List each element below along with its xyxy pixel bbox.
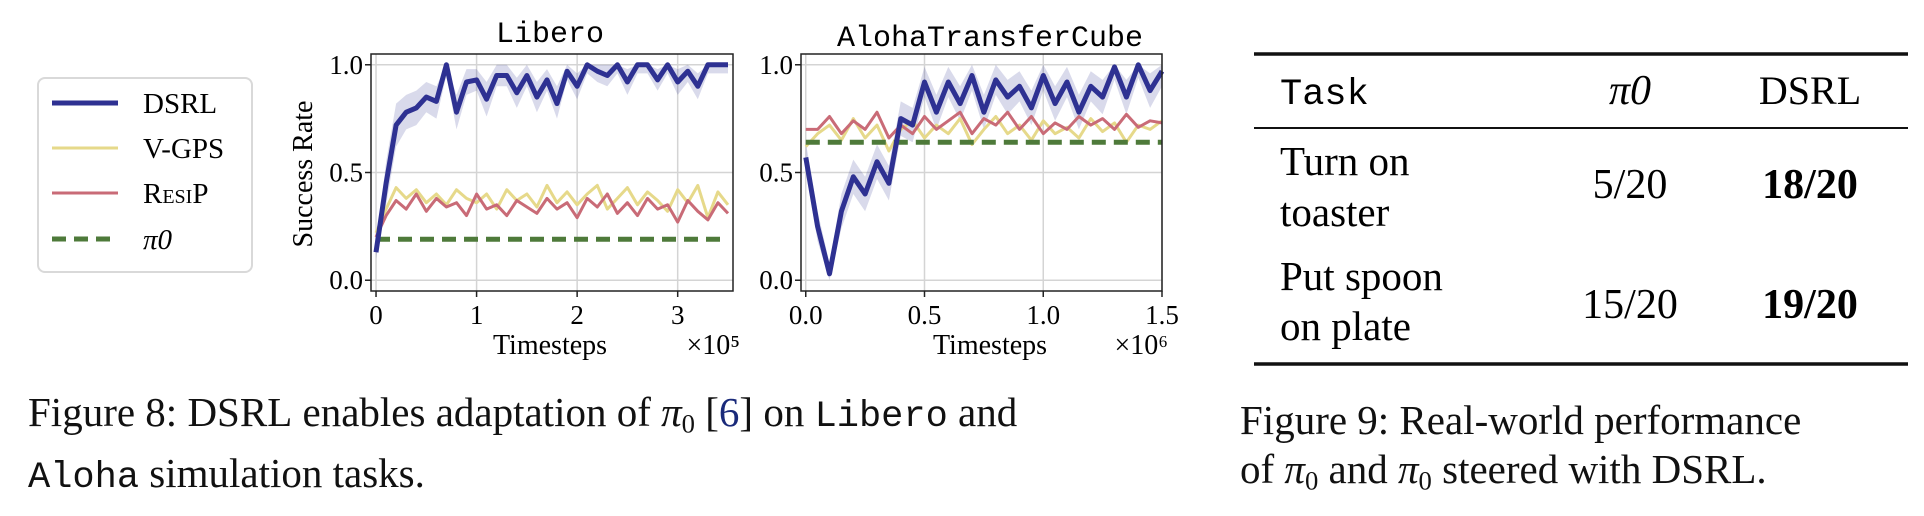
table-cell-task-line1: Turn on: [1280, 138, 1410, 184]
figure-9-method: DSRL: [1651, 446, 1757, 492]
y-axis-label: Success Rate: [288, 101, 319, 248]
x-tick-label: 2: [570, 300, 584, 330]
table-cell-dsrl: 18/20: [1762, 162, 1858, 208]
x-axis-multiplier: ×10⁵: [686, 330, 740, 361]
x-tick-label: 0.5: [908, 300, 942, 330]
figure-9-of: of: [1240, 446, 1275, 492]
table-cell-task-line2: on plate: [1280, 303, 1411, 349]
y-tick-label: 0.0: [759, 265, 793, 295]
table-row: Turn on toaster 5/20 18/20: [1280, 138, 1858, 235]
figure-9-pi-a: π: [1284, 446, 1305, 492]
figure-8-text-on: on: [763, 389, 805, 435]
series-line-dsrl: [373, 62, 728, 253]
chart-title: AlohaTransferCube: [837, 22, 1143, 56]
x-axis-label: Timesteps: [493, 330, 607, 361]
figure-9-pi-a-sub: 0: [1304, 465, 1319, 496]
figure-8-caption: Figure 8: DSRL enables adaptation of π0 …: [28, 388, 1228, 503]
table-header-pi0: π0: [1609, 68, 1651, 114]
figure-8-aloha: Aloha: [28, 456, 140, 499]
legend-label-vgps: V-GPS: [143, 133, 224, 165]
table-cell-task-line2: toaster: [1280, 189, 1390, 235]
series-line-resip: [805, 110, 1163, 140]
legend-label-resip: ResiP: [143, 178, 208, 210]
y-tick-label: 1.0: [329, 50, 363, 80]
chart-libero: Libero Success Rate Timesteps ×10⁵ 0 1 2 3 0…: [288, 18, 740, 361]
table-cell-task-line1: Put spoon: [1280, 253, 1443, 299]
table-header-dsrl: DSRL: [1759, 68, 1861, 113]
figure-9-pi-b: π: [1397, 446, 1419, 492]
figure-8-libero: Libero: [814, 396, 948, 438]
x-tick-label: 1: [470, 300, 484, 330]
figure-8-pi-sub: 0: [681, 408, 695, 439]
legend-label-pi0: π0: [143, 224, 173, 256]
series-line-dsrl: [803, 62, 1165, 277]
table-header-task: Task: [1280, 74, 1369, 116]
results-table: Task π0 DSRL Turn on toaster 5/20 18/20 …: [1254, 52, 1908, 366]
table-row: Put spoon on plate 15/20 19/20: [1280, 253, 1858, 349]
figure-9-text: Real-world performance: [1399, 397, 1802, 443]
table-cell-dsrl: 19/20: [1762, 282, 1858, 328]
x-tick-label: 3: [671, 300, 685, 330]
y-tick-label: 0.5: [329, 158, 363, 188]
figure-8-text-end: simulation tasks.: [149, 449, 425, 496]
x-tick-label: 0.0: [789, 300, 823, 330]
y-tick-label: 1.0: [759, 50, 793, 80]
figure-8-label: Figure 8:: [28, 389, 178, 435]
y-tick-label: 0.0: [329, 265, 363, 295]
figure-9-label: Figure 9:: [1240, 397, 1390, 443]
x-tick-label: 1.0: [1026, 300, 1060, 330]
x-tick-label: 1.5: [1145, 300, 1179, 330]
figure-8-cite-open: [: [705, 389, 719, 435]
x-tick-label: 0: [369, 300, 383, 330]
figure-9-pi-b-sub: 0: [1418, 465, 1432, 496]
figure-canvas: DSRL V-GPS ResiP π0 Libero Success Rate …: [37, 18, 1908, 366]
legend-frame: [37, 77, 253, 273]
figure-8-cite-close: ]: [739, 389, 754, 435]
figure-8-text-and: and: [958, 389, 1018, 435]
series-band: [376, 64, 728, 259]
figure-8-pi: π: [661, 389, 682, 435]
citation-link[interactable]: 6: [718, 389, 740, 435]
chart-aloha-transfer-cube: AlohaTransferCube Timesteps ×10⁶ 0.0 0.5 1…: [759, 22, 1179, 361]
figure-9-steered: steered with: [1442, 446, 1642, 492]
legend-label-dsrl: DSRL: [143, 88, 217, 120]
table-cell-pi0: 15/20: [1582, 282, 1678, 328]
figure-9-period: .: [1756, 446, 1767, 492]
figure-8-text: enables adaptation of: [302, 389, 651, 435]
table-cell-pi0: 5/20: [1593, 162, 1668, 208]
x-axis-multiplier: ×10⁶: [1114, 330, 1168, 361]
legend: DSRL V-GPS ResiP π0: [37, 77, 253, 273]
figure-9-caption: Figure 9: Real-world performance of π0 a…: [1240, 396, 1920, 506]
series-line-resip: [374, 192, 730, 238]
series-line-vgps: [804, 115, 1163, 153]
chart-title: Libero: [496, 18, 604, 52]
figure-9-and: and: [1328, 446, 1388, 492]
y-tick-label: 0.5: [759, 158, 793, 188]
figure-8-method: DSRL: [187, 389, 293, 435]
x-axis-label: Timesteps: [933, 330, 1047, 361]
